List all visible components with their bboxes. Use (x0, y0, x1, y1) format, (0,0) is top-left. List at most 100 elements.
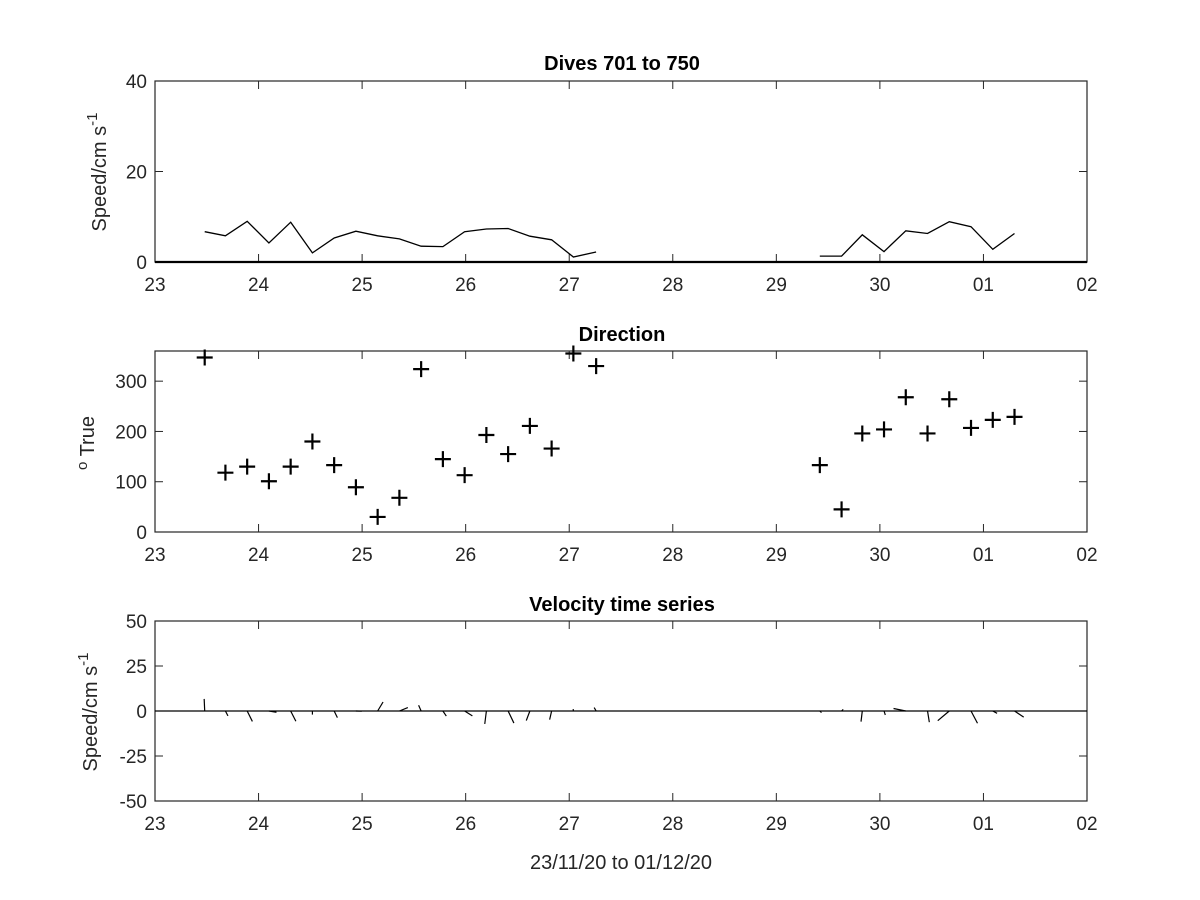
direction-panel-plus-marker (239, 458, 256, 475)
velocity-panel-velocity-stick (593, 707, 597, 712)
direction-panel-plus-marker (478, 426, 495, 443)
velocity-panel-velocity-stick (203, 698, 206, 712)
direction-panel-plus-marker (326, 457, 343, 474)
speed-panel-xtick-label: 24 (248, 275, 270, 296)
speed-panel-xtick-label: 27 (559, 275, 580, 296)
velocity-panel-velocity-stick (442, 710, 447, 717)
speed-panel-series-line (204, 220, 597, 258)
velocity-panel-velocity-stick (937, 710, 950, 722)
velocity-panel-xtick-label: 30 (869, 814, 890, 835)
speed-panel-ylabel-text: Speed/cm s (89, 126, 111, 232)
direction-panel-xtick-label: 28 (662, 545, 683, 566)
velocity-panel-velocity-stick (377, 701, 384, 712)
velocity-panel-velocity-stick (970, 710, 979, 724)
velocity-panel-xtick-label: 02 (1076, 814, 1097, 835)
velocity-panel-velocity-stick (819, 710, 822, 714)
velocity-panel-xtick-label: 25 (352, 814, 373, 835)
velocity-panel-velocity-stick (883, 710, 886, 716)
velocity-panel-ylabel-sup: -1 (75, 653, 92, 666)
speed-panel-ytick-label: 40 (126, 72, 147, 93)
direction-panel-plus-marker (811, 457, 828, 474)
direction-panel-plus-marker (369, 508, 386, 525)
velocity-panel-ytick-label: 25 (126, 657, 147, 678)
direction-panel-plus-marker (456, 467, 473, 484)
direction-panel-plus-marker (565, 345, 582, 362)
velocity-panel-velocity-stick (549, 710, 553, 720)
velocity-panel-velocity-stick (507, 710, 515, 724)
speed-panel-ylabel-sup: -1 (84, 113, 101, 126)
direction-panel-ytick-label: 100 (115, 473, 147, 494)
speed-panel-ytick-label: 0 (136, 253, 147, 274)
direction-panel-ytick-label: 200 (115, 422, 147, 443)
direction-panel-xtick-label: 29 (766, 545, 787, 566)
direction-panel-plus-marker (1006, 408, 1023, 425)
direction-panel-plus-marker (347, 479, 364, 496)
speed-panel: Dives 701 to 750 Speed/cm s-1 23 24 25 26 27… (84, 53, 1098, 296)
speed-panel-xtick-label: 26 (455, 275, 476, 296)
velocity-panel-velocity-stick (246, 710, 253, 722)
velocity-panel-velocity-stick (1014, 710, 1025, 718)
velocity-panel-title: Velocity time series (529, 594, 715, 616)
velocity-panel-velocity-stick (926, 710, 930, 723)
direction-panel-plus-marker (588, 358, 605, 375)
velocity-panel-xtick-label: 29 (766, 814, 787, 835)
direction-panel-plus-marker (500, 446, 517, 463)
direction-panel-plus-marker (196, 349, 213, 366)
direction-panel-xtick-label: 02 (1076, 545, 1097, 566)
velocity-panel-xtick-label: 28 (662, 814, 683, 835)
direction-panel-xtick-label: 27 (559, 545, 580, 566)
velocity-panel-velocity-stick (992, 710, 998, 714)
speed-panel-xtick-label: 02 (1076, 275, 1097, 296)
speed-panel-ylabel: Speed/cm s-1 (84, 113, 111, 232)
velocity-panel-velocity-stick (333, 710, 338, 718)
direction-panel-ylabel-text: True (77, 416, 99, 462)
direction-panel-plus-marker (833, 501, 850, 518)
velocity-panel-ytick-label: 50 (126, 612, 147, 633)
speed-panel-xtick-label: 23 (144, 275, 165, 296)
velocity-panel-xtick-label: 24 (248, 814, 270, 835)
velocity-panel-xtick-label: 01 (973, 814, 994, 835)
direction-panel-plus-marker (391, 489, 408, 506)
direction-panel-plus-marker (876, 421, 893, 438)
direction-panel-plus-marker (304, 433, 321, 450)
direction-panel-title: Direction (579, 324, 666, 346)
direction-panel-plus-marker (521, 417, 538, 434)
velocity-panel-velocity-stick (399, 707, 409, 712)
speed-panel-xtick-label: 30 (869, 275, 890, 296)
direction-panel-plus-marker (434, 451, 451, 468)
velocity-panel-xtick-label: 27 (559, 814, 580, 835)
velocity-panel-xtick-label: 23 (144, 814, 165, 835)
direction-panel-ytick-label: 300 (115, 372, 147, 393)
direction-panel-xtick-label: 24 (248, 545, 270, 566)
velocity-panel-ylabel-text: Speed/cm s (80, 666, 102, 772)
speed-panel-series-line (819, 221, 1015, 257)
direction-panel-plus-marker (854, 425, 871, 442)
direction-panel-xtick-label: 25 (352, 545, 373, 566)
direction-panel: Direction o True 23 24 25 26 27 28 29 30 01 02 0 10… (74, 324, 1098, 566)
velocity-panel-velocity-stick (893, 707, 906, 712)
speed-panel-xtick-label: 28 (662, 275, 683, 296)
direction-panel-ylabel: o True (74, 416, 99, 470)
velocity-panel-ytick-label: -50 (120, 792, 147, 813)
speed-panel-xtick-label: 25 (352, 275, 373, 296)
speed-panel-title: Dives 701 to 750 (544, 53, 700, 75)
velocity-panel-xtick-label: 26 (455, 814, 476, 835)
direction-panel-xtick-label: 26 (455, 545, 476, 566)
direction-panel-xtick-label: 30 (869, 545, 890, 566)
direction-panel-plus-marker (260, 473, 277, 490)
velocity-panel-velocity-stick (268, 710, 277, 713)
direction-panel-plus-marker (543, 440, 560, 457)
velocity-panel-velocity-stick (484, 710, 487, 725)
direction-panel-plus-marker (413, 361, 430, 378)
direction-panel-plus-marker (919, 425, 936, 442)
speed-panel-xtick-label: 29 (766, 275, 787, 296)
direction-panel-plus-marker (217, 464, 234, 481)
direction-panel-xtick-label: 23 (144, 545, 165, 566)
velocity-panel-xlabel: 23/11/20 to 01/12/20 (530, 852, 712, 874)
velocity-panel-velocity-stick (464, 710, 473, 717)
direction-panel-ylabel-sup: o (74, 462, 91, 470)
velocity-panel-velocity-stick (418, 704, 422, 712)
velocity-panel-ytick-label: -25 (120, 747, 147, 768)
velocity-panel-velocity-stick (525, 710, 531, 721)
velocity-panel: Velocity time series Speed/cm s-1 23/11/… (75, 594, 1098, 874)
